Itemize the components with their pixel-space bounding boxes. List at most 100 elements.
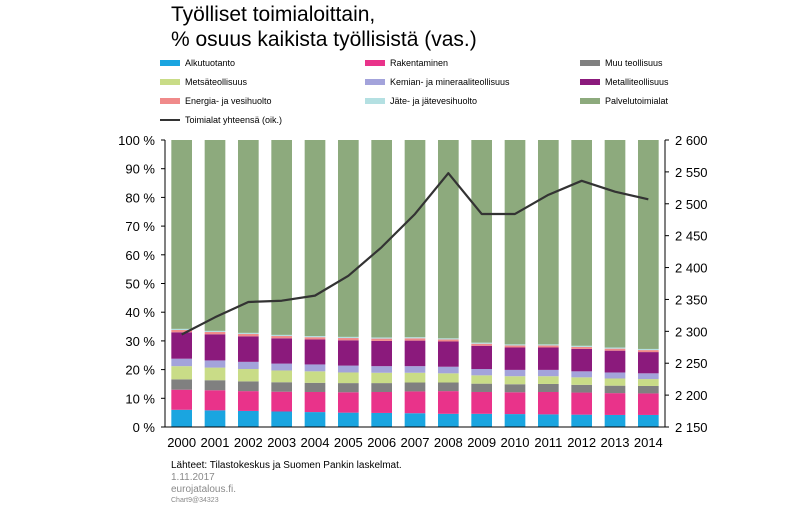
legend-swatch [365, 79, 385, 85]
bar-rakentaminen-2010 [504, 392, 526, 415]
legend-label: Palvelutoimialat [605, 96, 669, 106]
bar-alkutuotanto-2003 [271, 411, 292, 427]
bar-jate-ja-jatevesihuolto-2006 [371, 337, 392, 339]
bar-jate-ja-jatevesihuolto-2004 [304, 336, 326, 338]
bar-palvelutoimialat-2008 [438, 140, 459, 339]
bar-metalliteollisuus-2006 [371, 340, 392, 367]
bar-energia-ja-vesihuolto-2001 [204, 332, 226, 335]
y-left-tick-label: 50 % [125, 277, 155, 292]
bar-kemian-ja-mineraaliteollisuus-2010 [504, 369, 526, 377]
bar-rakentaminen-2008 [438, 391, 459, 414]
y-left-tick-label: 40 % [125, 305, 155, 320]
bar-palvelutoimialat-2013 [604, 140, 626, 348]
bar-alkutuotanto-2010 [504, 414, 526, 427]
bar-jate-ja-jatevesihuolto-2011 [538, 344, 559, 346]
bar-rakentaminen-2011 [538, 391, 559, 415]
bar-muu-teollisuus-2005 [338, 383, 359, 393]
y-left-tick-label: 80 % [125, 190, 155, 205]
bar-muu-teollisuus-2000 [171, 379, 192, 390]
y-left-tick-label: 90 % [125, 162, 155, 177]
legend-swatch [365, 60, 385, 66]
y-right-tick-label: 2 600 [675, 133, 708, 148]
bar-metalliteollisuus-2000 [171, 332, 192, 359]
bar-kemian-ja-mineraaliteollisuus-2009 [471, 369, 492, 376]
bar-metalliteollisuus-2011 [538, 347, 559, 370]
bar-metsateollisuus-2011 [538, 376, 559, 384]
bar-energia-ja-vesihuolto-2011 [538, 345, 559, 348]
chart-code: Chart9@34323 [171, 497, 219, 504]
bar-kemian-ja-mineraaliteollisuus-2014 [638, 373, 659, 380]
bar-metsateollisuus-2005 [338, 372, 359, 384]
bar-kemian-ja-mineraaliteollisuus-2011 [538, 369, 559, 377]
bar-rakentaminen-2000 [171, 389, 192, 410]
bar-energia-ja-vesihuolto-2010 [504, 345, 526, 348]
bar-metsateollisuus-2010 [504, 376, 526, 385]
bar-muu-teollisuus-2014 [638, 385, 659, 394]
y-left-tick-label: 60 % [125, 248, 155, 263]
y-right-tick-label: 2 300 [675, 324, 708, 339]
legend-swatch [580, 98, 600, 104]
legend-swatch [365, 98, 385, 104]
bar-rakentaminen-2006 [371, 391, 392, 413]
bar-rakentaminen-2014 [638, 393, 659, 415]
x-tick-label: 2000 [167, 435, 196, 450]
bar-palvelutoimialat-2006 [371, 140, 392, 338]
bar-energia-ja-vesihuolto-2003 [271, 336, 292, 339]
bar-palvelutoimialat-2000 [171, 140, 192, 329]
bar-palvelutoimialat-2004 [304, 140, 326, 337]
y-right-tick-label: 2 250 [675, 356, 708, 371]
bar-muu-teollisuus-2010 [504, 384, 526, 393]
legend-label: Toimialat yhteensä (oik.) [185, 115, 283, 125]
bar-rakentaminen-2003 [271, 391, 292, 412]
y-left-tick-label: 10 % [125, 391, 155, 406]
chart-title: Työlliset toimialoittain, % osuus kaikis… [171, 2, 477, 52]
bar-energia-ja-vesihuolto-2000 [171, 329, 192, 333]
bar-rakentaminen-2002 [238, 391, 259, 411]
bar-metsateollisuus-2013 [604, 378, 626, 386]
bar-muu-teollisuus-2008 [438, 382, 459, 392]
chart-title-line-2: % osuus kaikista työllisistä (vas.) [171, 28, 477, 51]
bar-rakentaminen-2005 [338, 392, 359, 413]
x-tick-label: 2007 [401, 435, 430, 450]
bar-muu-teollisuus-2004 [304, 382, 326, 392]
x-tick-label: 2003 [267, 435, 296, 450]
bar-jate-ja-jatevesihuolto-2001 [204, 330, 226, 333]
x-tick-label: 2012 [567, 435, 596, 450]
legend-label: Metsäteollisuus [185, 77, 248, 87]
bar-metalliteollisuus-2001 [204, 334, 226, 361]
legend-label: Kemian- ja mineraaliteollisuus [390, 77, 510, 87]
source-note: Lähteet: Tilastokeskus ja Suomen Pankin … [171, 460, 402, 471]
bar-kemian-ja-mineraaliteollisuus-2004 [304, 364, 326, 372]
bar-jate-ja-jatevesihuolto-2003 [271, 334, 292, 337]
bar-kemian-ja-mineraaliteollisuus-2006 [371, 366, 392, 373]
bar-alkutuotanto-2012 [571, 414, 592, 427]
legend-swatch [160, 79, 180, 85]
legend-label: Muu teollisuus [605, 58, 663, 68]
bar-palvelutoimialat-2014 [638, 140, 659, 349]
bar-metalliteollisuus-2008 [438, 341, 459, 367]
bar-palvelutoimialat-2001 [204, 140, 226, 331]
x-tick-label: 2008 [434, 435, 463, 450]
y-right-tick-label: 2 150 [675, 420, 708, 435]
bar-muu-teollisuus-2001 [204, 380, 226, 391]
bar-muu-teollisuus-2013 [604, 385, 626, 394]
bar-kemian-ja-mineraaliteollisuus-2000 [171, 358, 192, 367]
bar-alkutuotanto-2007 [404, 413, 426, 427]
bar-rakentaminen-2001 [204, 390, 226, 411]
x-tick-label: 2009 [467, 435, 496, 450]
bar-jate-ja-jatevesihuolto-2007 [404, 337, 426, 339]
bar-jate-ja-jatevesihuolto-2012 [571, 345, 592, 347]
bar-kemian-ja-mineraaliteollisuus-2001 [204, 360, 226, 368]
x-tick-label: 2014 [634, 435, 663, 450]
bar-palvelutoimialat-2002 [238, 140, 259, 333]
bar-alkutuotanto-2011 [538, 414, 559, 427]
bar-muu-teollisuus-2012 [571, 384, 592, 393]
chart-footer: Lähteet: Tilastokeskus ja Suomen Pankin … [171, 459, 402, 505]
bar-kemian-ja-mineraaliteollisuus-2013 [604, 372, 626, 379]
chart-legend: Alkutuotanto Rakentaminen Muu teollisuus Me… [160, 57, 720, 125]
bar-metalliteollisuus-2013 [604, 350, 626, 373]
bar-metsateollisuus-2006 [371, 372, 392, 384]
bar-rakentaminen-2009 [471, 391, 492, 414]
bar-jate-ja-jatevesihuolto-2002 [238, 332, 259, 335]
bar-kemian-ja-mineraaliteollisuus-2003 [271, 363, 292, 371]
